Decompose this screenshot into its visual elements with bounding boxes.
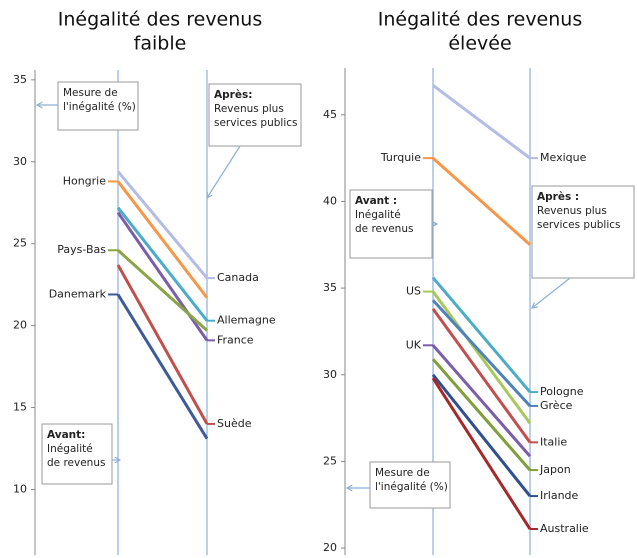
annotation-box	[369, 461, 451, 509]
y-tick-label: 40	[323, 194, 337, 207]
left-label: Turquie	[380, 151, 421, 164]
series-line	[431, 373, 532, 498]
left-label: Pays-Bas	[57, 243, 106, 256]
arrow-head	[345, 484, 353, 492]
y-tick-label: 30	[323, 368, 337, 381]
annotation-text: l'inégalité (%)	[375, 481, 448, 493]
right-label: Canada	[217, 271, 259, 284]
y-tick-label: 45	[323, 108, 337, 121]
annotation-box	[349, 189, 433, 259]
right-label: Italie	[540, 435, 567, 448]
series-line	[116, 170, 209, 280]
right-label: Pologne	[540, 385, 584, 398]
arrow-head	[531, 302, 539, 309]
arrow-head	[114, 456, 122, 464]
series-line	[431, 290, 532, 425]
annotation-box	[208, 83, 302, 147]
right-label: France	[217, 333, 254, 346]
right-label: Irlande	[540, 489, 579, 502]
chart-title: Inégalité des revenus	[58, 9, 262, 31]
series-line	[431, 308, 532, 444]
arrow-head	[35, 101, 43, 109]
annotation-text: Revenus plus	[214, 103, 284, 115]
series-line	[431, 358, 532, 472]
annotation-arrow	[531, 277, 571, 309]
series-line	[116, 293, 209, 440]
right-label: Suède	[217, 417, 252, 430]
annotation-text: de revenus	[355, 223, 413, 235]
chart-title: Inégalité des revenus	[378, 9, 582, 31]
annotation-text: Avant :	[355, 195, 397, 207]
left-label: Danemark	[49, 287, 107, 300]
chart-title: élevée	[448, 33, 511, 55]
y-tick-label: 25	[13, 237, 27, 250]
left-label: US	[406, 285, 421, 298]
annotation-text: services publics	[214, 117, 297, 129]
annotation-box	[531, 185, 635, 279]
y-tick-label: 10	[13, 482, 27, 495]
series-line	[116, 206, 209, 322]
annotation-text: Revenus plus	[537, 205, 607, 217]
annotation-arrow	[206, 145, 241, 199]
annotation-box	[57, 81, 139, 131]
series-line	[432, 157, 531, 246]
series-line	[116, 211, 209, 342]
y-tick-label: 25	[323, 454, 337, 467]
y-tick-label: 35	[13, 73, 27, 86]
left-label: UK	[406, 338, 422, 351]
chart-title: faible	[134, 33, 187, 55]
left-label: Hongrie	[63, 174, 107, 187]
series-line	[432, 84, 531, 160]
annotation-box	[41, 423, 113, 485]
annotation-text: Inégalité	[355, 209, 401, 221]
series-line	[431, 299, 532, 407]
annotation-text: Inégalité	[47, 443, 93, 455]
y-tick-label: 20	[323, 541, 337, 554]
annotation-text: Après:	[214, 89, 252, 101]
series-line	[431, 344, 532, 458]
right-label: Grèce	[540, 399, 573, 412]
annotation-text: services publics	[537, 219, 620, 231]
y-tick-label: 35	[323, 281, 337, 294]
annotation-text: Mesure de	[63, 87, 118, 99]
annotation-text: de revenus	[47, 457, 105, 469]
y-tick-label: 30	[13, 155, 27, 168]
arrow-head	[206, 191, 213, 200]
annotation-text: Après :	[537, 191, 579, 203]
right-label: Japon	[539, 463, 571, 476]
y-tick-label: 15	[13, 401, 27, 414]
arrow-head	[431, 220, 439, 228]
series-line	[116, 264, 209, 425]
series-line	[116, 249, 209, 332]
right-label: Mexique	[540, 151, 587, 164]
y-tick-label: 20	[13, 319, 27, 332]
series-line	[431, 377, 532, 530]
annotation-text: Avant:	[47, 429, 85, 441]
annotation-text: l'inégalité (%)	[63, 101, 136, 113]
series-line	[116, 180, 209, 299]
right-label: Allemagne	[217, 314, 276, 327]
series-line	[431, 276, 532, 394]
annotation-text: Mesure de	[375, 467, 430, 479]
right-label: Australie	[540, 522, 589, 535]
